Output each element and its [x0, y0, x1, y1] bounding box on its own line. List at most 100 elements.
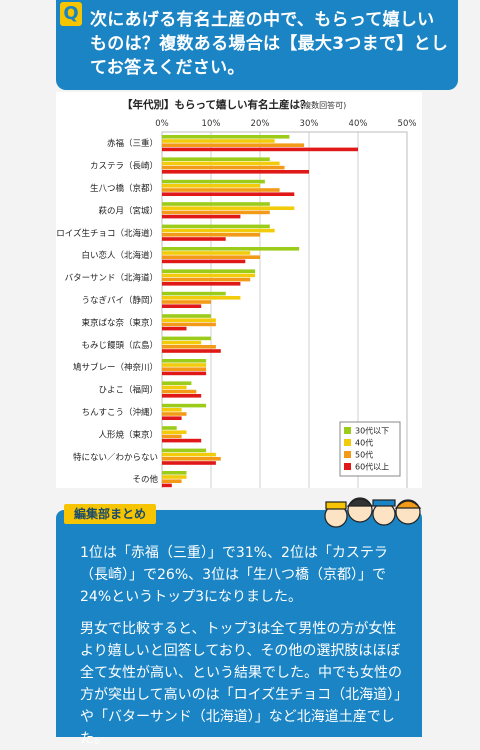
- category-label: 白い恋人（北海道）: [81, 250, 158, 261]
- bar: [162, 237, 226, 241]
- bar: [162, 259, 246, 264]
- summary-tag: 編集部まとめ: [64, 504, 156, 524]
- bar: [162, 277, 251, 282]
- bar: [162, 143, 305, 147]
- bar: [162, 349, 221, 353]
- bar: [162, 318, 216, 322]
- category-label: 人形焼（東京）: [98, 429, 158, 440]
- legend-label: 60代以上: [355, 462, 389, 472]
- bar: [162, 192, 295, 196]
- bar: [162, 359, 207, 363]
- bar: [162, 269, 256, 273]
- summary-panel: [56, 510, 422, 737]
- legend-swatch: [344, 439, 351, 446]
- chart: 【年代別】もらって嬉しい有名土産は？(複数回答可) 0% 10% 20% 30% 40% 5…: [56, 98, 417, 488]
- bar: [162, 233, 260, 237]
- bar: [162, 228, 275, 233]
- x-tick-label: 50%: [398, 119, 417, 129]
- bar: [162, 340, 202, 345]
- plot-frame: [161, 131, 408, 488]
- bar: [162, 461, 216, 465]
- bar: [162, 336, 211, 341]
- mascots-illustration: [324, 497, 422, 528]
- category-label: ちんすこう（沖縄）: [82, 407, 158, 418]
- summary-paragraph-1: 1位は「赤福（三重）」で31%、2位は「カステラ（長崎）」で26%、3位は「生八…: [80, 545, 388, 605]
- bar: [162, 475, 187, 479]
- bar: [162, 135, 290, 139]
- bar: [162, 139, 275, 143]
- bar: [162, 179, 265, 184]
- legend-swatch: [344, 463, 351, 470]
- bar: [162, 273, 256, 278]
- bar: [162, 161, 280, 166]
- chart-card: 【年代別】もらって嬉しい有名土産は？ (複数回答可) 0% 10% 20% 30% 40% 5…: [56, 92, 422, 488]
- bar: [162, 188, 280, 192]
- chart-subtitle: (複数回答可): [300, 100, 346, 110]
- category-label: カステラ（長崎）: [90, 161, 158, 172]
- bar: [162, 247, 300, 251]
- category-label: 赤福（三重）: [107, 138, 158, 149]
- bar: [162, 300, 211, 304]
- bar: [162, 345, 216, 349]
- bar: [162, 157, 270, 161]
- legend-label: 40代: [355, 438, 373, 448]
- legend-label: 30代以下: [355, 426, 389, 436]
- legend-swatch: [344, 427, 351, 434]
- category-label: 鳩サブレー（神奈川）: [73, 362, 158, 373]
- legend-swatch: [344, 451, 351, 458]
- question-q-icon: Q: [60, 2, 82, 26]
- bar: [162, 184, 260, 188]
- bar: [162, 412, 187, 416]
- bar: [162, 251, 251, 255]
- bar: [162, 371, 207, 376]
- bar: [162, 304, 202, 308]
- category-label: ひよこ（福岡）: [98, 385, 158, 396]
- bar: [162, 255, 260, 259]
- bar: [162, 457, 221, 461]
- bar: [162, 385, 187, 390]
- bar: [162, 314, 211, 318]
- bar: [162, 389, 197, 394]
- x-tick-label: 30%: [300, 119, 319, 129]
- x-tick-label: 40%: [349, 119, 368, 129]
- bar: [162, 408, 182, 412]
- category-label: 特にない／わからない: [73, 452, 158, 463]
- question-banner: [56, 0, 458, 90]
- category-label: もみじ饅頭（広島）: [81, 340, 158, 351]
- bar: [162, 448, 207, 453]
- bar: [162, 426, 177, 430]
- bar: [162, 403, 207, 408]
- category-label: 東京ばな奈（東京）: [81, 317, 158, 328]
- bar: [162, 394, 202, 398]
- bar: [162, 367, 207, 371]
- category-label: 萩の月（宮城）: [98, 205, 158, 216]
- bar: [162, 381, 192, 385]
- question-text: 次にあげる有名土産の中で、もらって嬉しいものは？複数ある場合は【最大3つまで】と…: [90, 10, 449, 78]
- x-tick-label: 10%: [202, 119, 221, 129]
- bar: [162, 210, 270, 215]
- category-label: その他: [132, 474, 158, 485]
- bar: [162, 214, 241, 219]
- bar: [162, 147, 358, 152]
- bar: [162, 322, 216, 327]
- legend-label: 50代: [355, 450, 373, 460]
- bar: [162, 165, 285, 170]
- x-tick-label: 20%: [251, 119, 270, 129]
- x-tick-label: 0%: [155, 119, 169, 129]
- bar: [162, 479, 182, 483]
- bar: [162, 434, 182, 439]
- bar: [162, 170, 309, 174]
- bar: [162, 206, 295, 210]
- bar: [162, 363, 207, 367]
- category-label: 生八つ橋（京都）: [90, 183, 158, 194]
- bar: [162, 202, 270, 206]
- bar: [162, 430, 187, 434]
- bar: [162, 438, 202, 443]
- bar: [162, 471, 187, 475]
- bar: [162, 416, 182, 420]
- summary-paragraph-2: 男女で比較すると、トップ3は全て男性の方が女性より嬉しいと回答しており、その他の…: [80, 621, 409, 747]
- bar: [162, 326, 187, 331]
- bar: [162, 483, 172, 488]
- bar: [162, 224, 270, 229]
- chart-title: 【年代別】もらって嬉しい有名土産は？: [122, 98, 310, 111]
